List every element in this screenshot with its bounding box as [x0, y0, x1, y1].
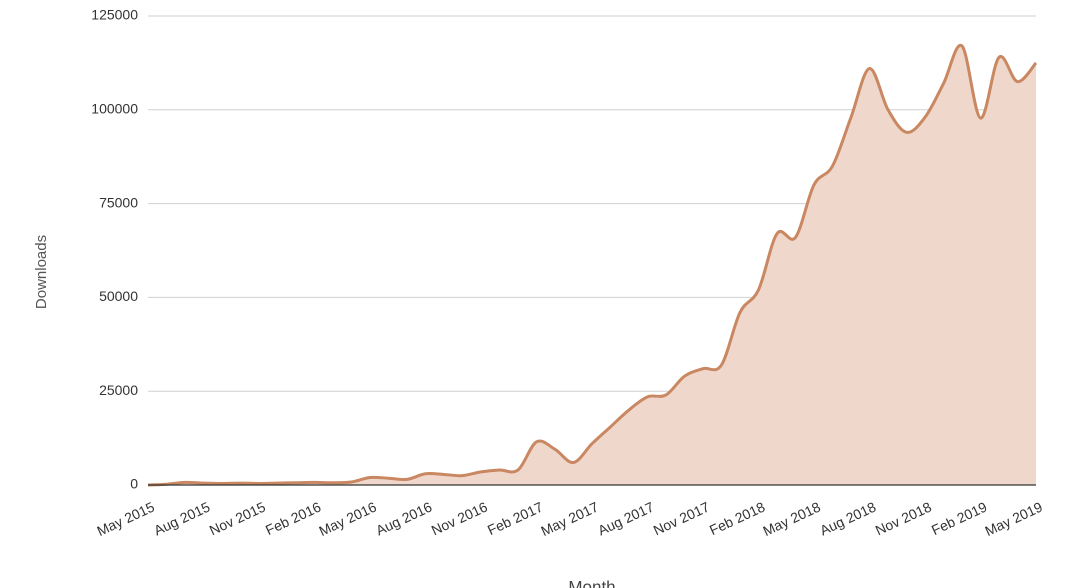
y-tick-label: 0	[130, 476, 138, 492]
y-axis-label: Downloads	[33, 235, 50, 309]
x-tick-label: Feb 2019	[929, 498, 990, 538]
x-tick-label: Nov 2015	[207, 498, 268, 538]
area-fill	[148, 45, 1036, 485]
x-tick-label: May 2018	[760, 498, 823, 539]
x-axis-label: Month	[568, 577, 615, 588]
x-tick-label: Nov 2017	[651, 498, 712, 538]
x-tick-label: May 2017	[538, 498, 601, 539]
x-tick-label: Aug 2015	[151, 498, 212, 538]
x-tick-label: Aug 2017	[595, 498, 656, 538]
y-tick-label: 100000	[91, 101, 138, 117]
y-tick-label: 50000	[99, 288, 138, 304]
x-tick-label: Nov 2018	[873, 498, 934, 538]
x-tick-label: May 2016	[316, 498, 379, 539]
x-tick-label: Feb 2018	[707, 498, 768, 538]
y-tick-label: 125000	[91, 7, 138, 23]
x-tick-label: May 2015	[94, 498, 157, 539]
x-tick-label: Feb 2017	[485, 498, 546, 538]
x-tick-label: Aug 2016	[373, 498, 434, 538]
x-tick-label: Aug 2018	[817, 498, 878, 538]
y-tick-label: 25000	[99, 382, 138, 398]
x-tick-label: May 2019	[982, 498, 1045, 539]
x-tick-label: Nov 2016	[429, 498, 490, 538]
x-tick-label: Feb 2016	[263, 498, 324, 538]
y-tick-label: 75000	[99, 194, 138, 210]
line	[147, 43, 1038, 487]
